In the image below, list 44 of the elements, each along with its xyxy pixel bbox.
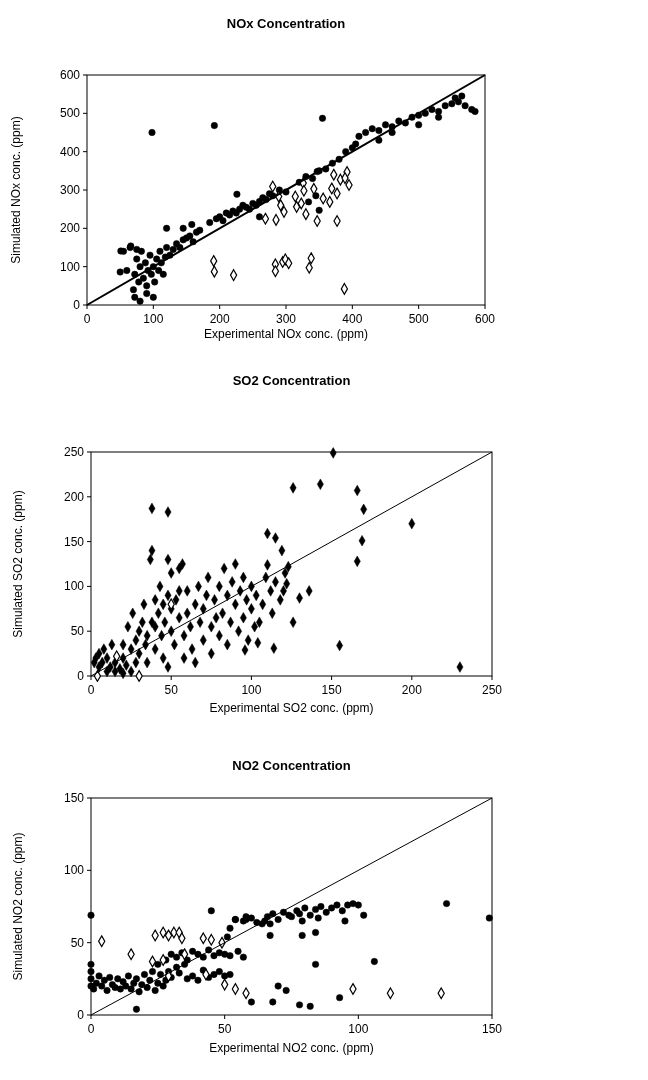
- y-tick-label: 50: [70, 624, 85, 639]
- y-tick-label: 150: [63, 791, 85, 805]
- y-tick-label: 600: [59, 68, 81, 82]
- x-tick-label: 100: [241, 683, 262, 697]
- x-tick-label: 500: [408, 312, 429, 326]
- x-tick-label: 200: [401, 683, 423, 697]
- x-axis-title: Experimental NOx conc. (ppm): [203, 327, 369, 341]
- x-tick-label: 250: [481, 683, 503, 697]
- x-tick-label: 300: [275, 312, 297, 326]
- y-tick-label: 100: [59, 259, 81, 274]
- x-tick-label: 0: [87, 683, 95, 697]
- y-tick-label: 250: [63, 445, 85, 459]
- x-tick-label: 50: [164, 683, 179, 697]
- x-tick-label: 150: [321, 683, 342, 697]
- chart-title: SO2 Concentration: [232, 373, 351, 388]
- y-tick-label: 0: [73, 298, 81, 312]
- y-tick-label: 300: [59, 183, 81, 197]
- y-tick-label: 200: [59, 221, 81, 236]
- x-tick-label: 100: [143, 312, 164, 326]
- point: [93, 670, 102, 682]
- chart-title: NOx Concentration: [226, 16, 346, 31]
- y-axis-title: Simulated SO2 conc. (ppm): [11, 490, 25, 638]
- x-axis-title: Experimental NO2 conc. (ppm): [209, 1041, 374, 1055]
- y-tick-label: 200: [63, 489, 85, 504]
- y-tick-label: 150: [63, 534, 85, 549]
- y-tick-label: 500: [59, 106, 81, 121]
- point: [231, 983, 240, 995]
- y-tick-label: 50: [70, 935, 85, 950]
- x-tick-label: 0: [87, 1022, 95, 1036]
- y-tick-label: 400: [59, 144, 81, 159]
- y-axis-title: Simulated NO2 conc. (ppm): [11, 832, 25, 981]
- x-axis-title: Experimental SO2 conc. (ppm): [209, 701, 374, 715]
- y-axis-title: Simulated NOx conc. (ppm): [9, 116, 23, 264]
- y-tick-label: 100: [63, 579, 85, 594]
- x-tick-label: 100: [348, 1022, 369, 1036]
- x-tick-label: 50: [217, 1022, 232, 1036]
- chart-title: NO2 Concentration: [232, 758, 351, 773]
- x-tick-label: 600: [474, 312, 496, 326]
- y-tick-label: 100: [63, 863, 85, 878]
- x-tick-label: 150: [481, 1022, 503, 1036]
- y-tick-label: 0: [77, 669, 85, 683]
- y-tick-label: 0: [77, 1008, 85, 1022]
- x-tick-label: 200: [209, 312, 230, 326]
- x-tick-label: 400: [342, 312, 363, 326]
